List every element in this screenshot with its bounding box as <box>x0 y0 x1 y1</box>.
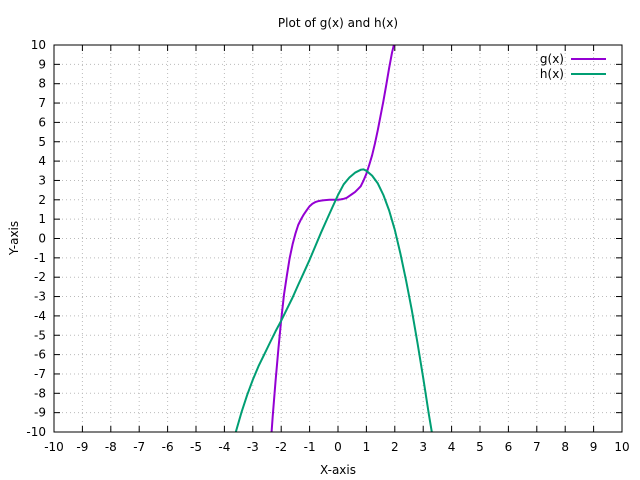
y-tick-label: -6 <box>34 348 46 362</box>
x-tick-label: 8 <box>561 440 569 454</box>
x-tick-label: -8 <box>105 440 117 454</box>
x-tick-label: 6 <box>505 440 513 454</box>
x-tick-label: -10 <box>44 440 64 454</box>
x-tick-label: -4 <box>218 440 230 454</box>
series-line-h <box>234 168 433 432</box>
x-tick-label: 9 <box>590 440 598 454</box>
grid <box>54 45 622 432</box>
y-tick-label: 6 <box>38 115 46 129</box>
x-tick-label: 10 <box>614 440 629 454</box>
y-tick-label: 1 <box>38 212 46 226</box>
y-tick-label: 8 <box>38 77 46 91</box>
y-tick-label: -7 <box>34 367 46 381</box>
plot-frame <box>53 44 623 433</box>
x-tick-label: -6 <box>162 440 174 454</box>
y-tick-label: 4 <box>38 154 46 168</box>
y-tick-label: -5 <box>34 328 46 342</box>
x-tick-label: -1 <box>304 440 316 454</box>
x-tick-label: 1 <box>363 440 371 454</box>
x-tick-label: 7 <box>533 440 541 454</box>
y-tick-label: 3 <box>38 173 46 187</box>
y-tick-label: -4 <box>34 309 46 323</box>
x-tick-label: 2 <box>391 440 399 454</box>
y-tick-label: 2 <box>38 193 46 207</box>
legend: g(x)h(x) <box>540 52 606 81</box>
y-tick-label: 10 <box>31 38 46 52</box>
chart-title: Plot of g(x) and h(x) <box>278 16 398 30</box>
y-tick-label: 5 <box>38 135 46 149</box>
y-tick-label: 0 <box>38 232 46 246</box>
x-tick-label: -2 <box>275 440 287 454</box>
axis-ticks: -10 -9 -8 -7 -6 -5 -4 -3 -2 -1 0 1 2 3 4 5 6 7 8 9 10-10-9-8… <box>26 38 629 454</box>
y-tick-label: -3 <box>34 290 46 304</box>
legend-label: g(x) <box>540 52 564 66</box>
x-axis-label: X-axis <box>320 463 356 477</box>
y-tick-label: -8 <box>34 386 46 400</box>
y-tick-label: 9 <box>38 57 46 71</box>
x-tick-label: -3 <box>247 440 259 454</box>
legend-label: h(x) <box>540 67 564 81</box>
series-layer <box>234 45 433 432</box>
x-tick-label: 5 <box>476 440 484 454</box>
x-tick-label: -9 <box>76 440 88 454</box>
y-axis-label: Y-axis <box>7 221 21 256</box>
x-tick-label: -7 <box>133 440 145 454</box>
x-tick-label: 3 <box>419 440 427 454</box>
y-tick-label: -1 <box>34 251 46 265</box>
x-tick-label: -5 <box>190 440 202 454</box>
y-tick-label: -2 <box>34 270 46 284</box>
y-tick-label: -9 <box>34 406 46 420</box>
x-tick-label: 0 <box>334 440 342 454</box>
series-line-g <box>270 45 395 432</box>
y-tick-label: 7 <box>38 96 46 110</box>
y-tick-label: -10 <box>26 425 46 439</box>
x-tick-label: 4 <box>448 440 456 454</box>
